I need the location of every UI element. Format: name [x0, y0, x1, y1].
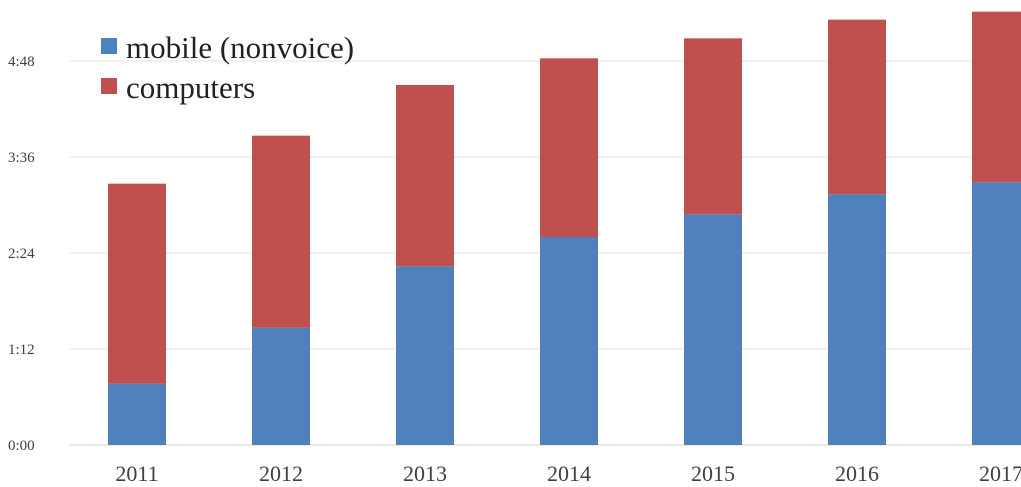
bars — [108, 11, 1021, 446]
bar-computers-2015 — [684, 38, 742, 215]
bar-mobile-2011 — [108, 383, 166, 445]
legend-swatch-computers — [101, 78, 117, 94]
bar-mobile-2016 — [828, 194, 886, 445]
x-axis-category-labels: 2011 2012 2013 2014 2015 2016 2017 — [115, 461, 1021, 486]
bar-mobile-2015 — [684, 214, 742, 445]
bar-computers-2012 — [252, 135, 310, 328]
y-tick-label: 1:12 — [8, 342, 35, 358]
y-tick-label: 0:00 — [8, 438, 35, 454]
x-tick-label-2012: 2012 — [259, 461, 303, 486]
legend: mobile (nonvoice) computers — [101, 30, 354, 105]
x-tick-label-2017: 2017 — [979, 461, 1021, 486]
bar-mobile-2014 — [540, 237, 598, 445]
x-tick-label-2015: 2015 — [691, 461, 735, 486]
x-tick-label-2016: 2016 — [835, 461, 879, 486]
bar-computers-2017 — [972, 11, 1021, 183]
legend-label-mobile: mobile (nonvoice) — [126, 30, 354, 65]
y-tick-label: 2:24 — [8, 246, 35, 262]
bar-computers-2016 — [828, 19, 886, 195]
y-tick-label: 3:36 — [8, 150, 35, 166]
legend-swatch-mobile — [101, 38, 117, 54]
x-tick-label-2013: 2013 — [403, 461, 447, 486]
bar-computers-2013 — [396, 85, 454, 267]
bar-computers-2014 — [540, 58, 598, 238]
y-axis-tick-labels: 0:00 1:12 2:24 3:36 4:48 — [8, 54, 35, 454]
bar-computers-2011 — [108, 183, 166, 384]
y-tick-label: 4:48 — [8, 54, 35, 70]
bar-mobile-2013 — [396, 266, 454, 445]
bar-mobile-2017 — [972, 182, 1021, 446]
bar-mobile-2012 — [252, 327, 310, 445]
legend-label-computers: computers — [126, 70, 255, 105]
x-tick-label-2011: 2011 — [115, 461, 158, 486]
x-tick-label-2014: 2014 — [547, 461, 591, 486]
